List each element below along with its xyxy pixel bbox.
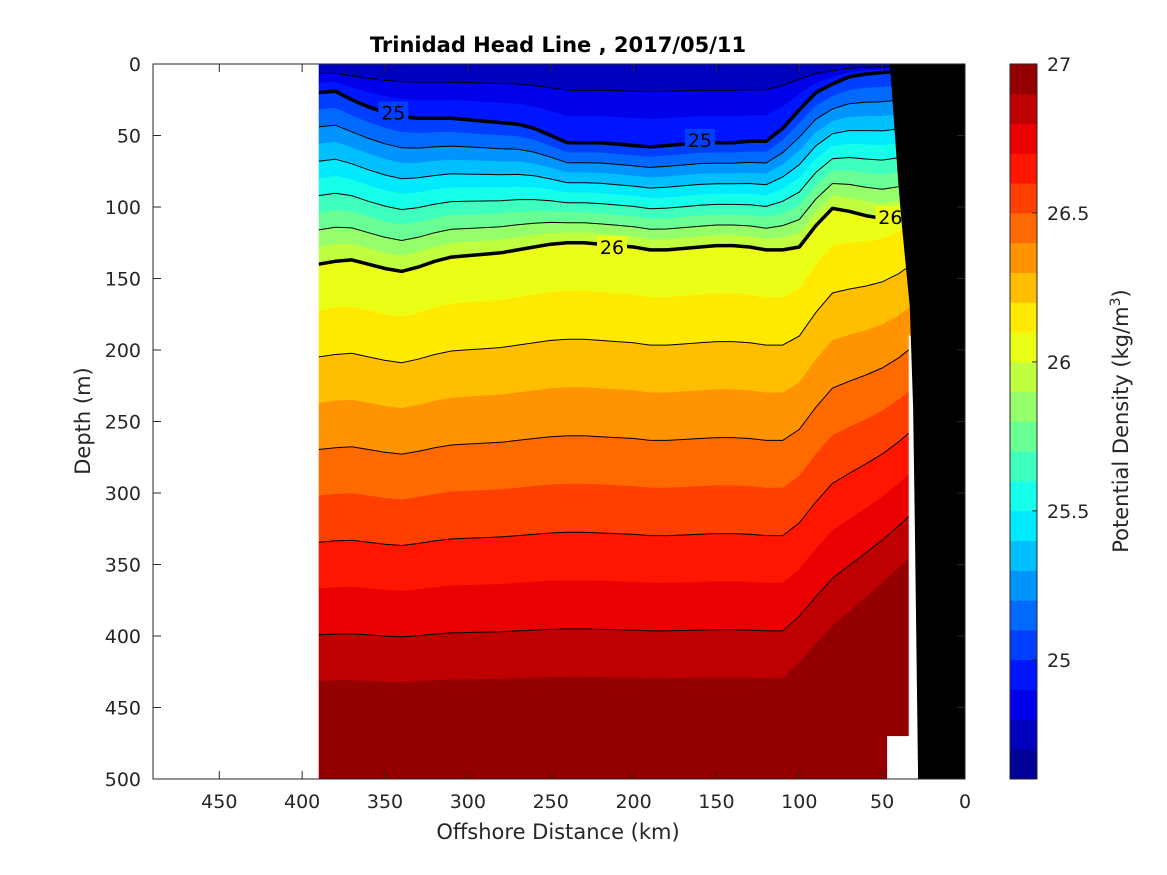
colorbar-swatch <box>1010 302 1037 333</box>
colorbar-swatch <box>1010 391 1037 422</box>
colorbar-tick-label: 26.5 <box>1047 203 1089 225</box>
contour-label: 25 <box>688 130 712 152</box>
y-tick-label: 350 <box>105 555 141 577</box>
x-tick-label: 250 <box>533 791 569 813</box>
thin-contour-line <box>318 139 933 211</box>
colorbar-tick-label: 25 <box>1047 650 1071 672</box>
y-axis: 0 50 100 150 200 250 300 350 400 450 500 <box>105 54 965 791</box>
thin-contour-line <box>318 492 933 638</box>
x-axis-label: Offshore Distance (km) <box>436 820 679 844</box>
colorbar-swatch <box>1010 212 1037 244</box>
bathymetry <box>889 64 965 779</box>
colorbar: 25 25.5 26 26.5 27 <box>1009 54 1089 780</box>
y-tick-label: 300 <box>105 483 141 505</box>
colorbar-swatches <box>1010 64 1037 780</box>
colorbar-tick-label: 26 <box>1047 352 1071 374</box>
colorbar-swatch <box>1010 123 1037 154</box>
thin-contour-line <box>318 89 933 169</box>
colorbar-swatch <box>1010 361 1037 393</box>
contour-label-background <box>597 236 627 258</box>
colorbar-swatch <box>1010 332 1037 363</box>
colorbar-label-superscript: 3 <box>1108 297 1124 306</box>
colorbar-swatch <box>1010 719 1037 750</box>
y-tick-label: 100 <box>105 197 141 219</box>
x-tick-label: 450 <box>201 791 237 813</box>
colorbar-swatch <box>1010 749 1037 780</box>
density-fill-bands <box>318 64 933 779</box>
y-tick-label: 200 <box>105 340 141 362</box>
colorbar-swatch <box>1010 659 1037 691</box>
y-tick-label: 0 <box>129 54 141 76</box>
colorbar-label: Potential Density (kg/m3) <box>1108 289 1133 553</box>
colorbar-tick-label: 27 <box>1047 54 1071 76</box>
colorbar-swatch <box>1010 451 1037 482</box>
y-tick-label: 500 <box>105 769 141 791</box>
thin-contour-line <box>318 64 932 93</box>
colorbar-swatch <box>1010 510 1037 542</box>
thin-contour-line <box>318 409 933 547</box>
chart-title: Trinidad Head Line , 2017/05/11 <box>370 33 746 57</box>
contour-labels: 25 25 26 26 <box>378 101 906 259</box>
x-tick-label: 50 <box>870 791 894 813</box>
y-tick-label: 400 <box>105 626 141 648</box>
thin-contour-line <box>318 114 933 189</box>
seafloor-bathymetry <box>889 64 965 779</box>
bold-contour-line <box>318 64 933 149</box>
colorbar-swatch <box>1010 421 1037 452</box>
nodata-region <box>153 64 319 779</box>
y-tick-label: 150 <box>105 269 141 291</box>
y-tick-label: 450 <box>105 698 141 720</box>
contour-label: 26 <box>878 207 902 229</box>
thin-contour-line <box>318 164 933 242</box>
colorbar-swatch <box>1010 600 1037 631</box>
x-tick-label: 400 <box>284 791 320 813</box>
colorbar-tick-label: 25.5 <box>1047 501 1089 523</box>
thin-contour-line <box>318 327 933 455</box>
colorbar-swatch <box>1010 481 1037 512</box>
colorbar-frame <box>1009 63 1038 780</box>
contour-label-background <box>875 206 906 228</box>
contour-label-background <box>378 101 409 124</box>
colorbar-swatch <box>1010 272 1037 303</box>
x-tick-label: 200 <box>615 791 651 813</box>
y-axis-label: Depth (m) <box>71 367 95 474</box>
x-tick-label: 100 <box>781 791 817 813</box>
contour-label-background <box>684 128 715 151</box>
y-tick-label: 50 <box>117 126 141 148</box>
colorbar-swatch <box>1010 153 1037 184</box>
x-axis: 450 400 350 300 250 200 150 100 50 0 <box>201 64 971 813</box>
x-tick-label: 0 <box>959 791 971 813</box>
x-tick-label: 350 <box>367 791 403 813</box>
colorbar-swatch <box>1010 540 1037 571</box>
colorbar-ticks: 25 25.5 26 26.5 27 <box>1032 54 1089 672</box>
colorbar-swatch <box>1010 93 1037 124</box>
thin-contour-line <box>318 244 933 364</box>
colorbar-label-main: Potential Density (kg/m <box>1109 306 1133 552</box>
colorbar-swatch <box>1010 64 1037 95</box>
colorbar-swatch <box>1010 689 1037 720</box>
density-band <box>318 533 933 779</box>
colorbar-swatch <box>1010 242 1037 273</box>
y-tick-label: 250 <box>105 412 141 434</box>
x-tick-label: 150 <box>698 791 734 813</box>
plot-area: 25 25 26 26 <box>153 64 965 779</box>
colorbar-swatch <box>1010 570 1037 601</box>
contour-label: 25 <box>381 103 405 125</box>
thin-contour-lines <box>318 64 933 638</box>
x-tick-label: 300 <box>450 791 486 813</box>
colorbar-label-close: ) <box>1109 289 1133 297</box>
colorbar-swatch <box>1010 183 1037 214</box>
nodata-regions <box>153 64 919 779</box>
nodata-region <box>908 335 919 779</box>
colorbar-swatch <box>1010 630 1037 661</box>
contour-label: 26 <box>600 237 624 259</box>
